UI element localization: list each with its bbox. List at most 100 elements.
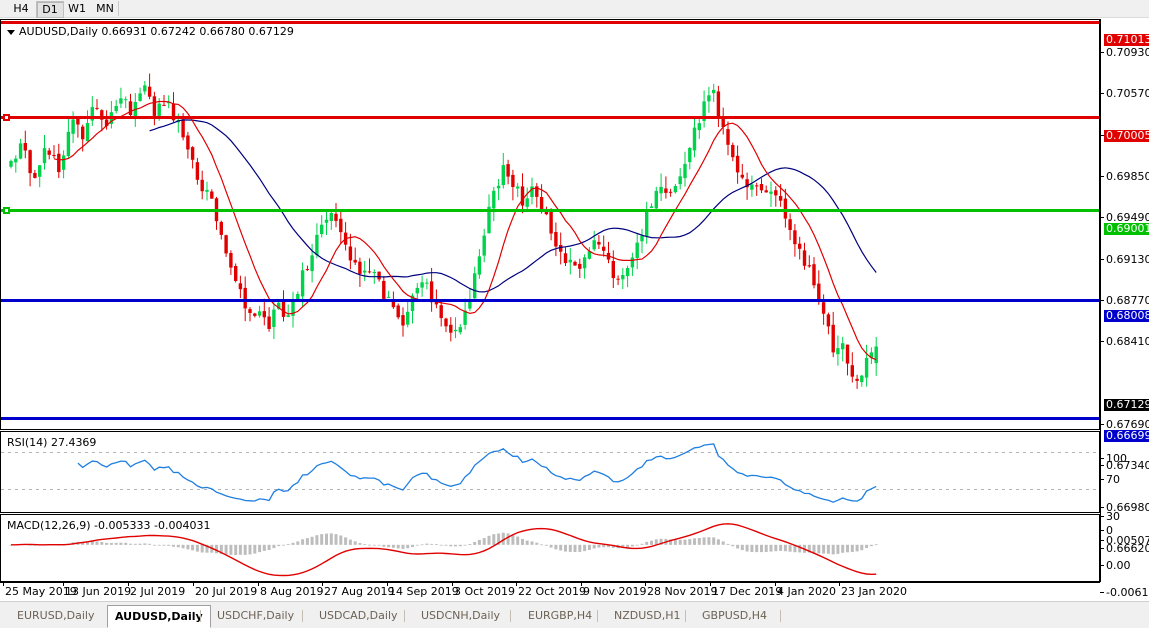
rsi-scale-label: 0 [1106, 524, 1113, 537]
rsi-scale-label: 100 [1106, 452, 1127, 465]
price-badge-068008[interactable]: 0.68008 [1104, 310, 1149, 322]
macd-scale-label: 0.005076 [1106, 534, 1149, 547]
date-tick [452, 583, 453, 586]
chart-tab-eurusd[interactable]: EURUSD,Daily [17, 609, 95, 622]
level-line-068008[interactable] [1, 299, 1099, 302]
rsi-tick [1100, 530, 1104, 531]
price-badge-070005[interactable]: 0.70005 [1104, 130, 1149, 142]
level-handle-069001[interactable] [3, 207, 10, 214]
timeframe-w1[interactable]: W1 [68, 2, 86, 15]
price-badge-066699[interactable]: 0.66699 [1104, 430, 1149, 442]
level-line-071013[interactable] [1, 21, 1099, 24]
price-scale[interactable]: 0.709300.705700.702100.698500.694900.691… [1100, 19, 1149, 598]
timeframe-h4[interactable]: H4 [13, 2, 29, 15]
date-tick [128, 583, 129, 586]
rsi-body: RSI(14) 27.4369 [1, 432, 1099, 512]
collapse-triangle-icon[interactable] [7, 29, 15, 35]
price-tick [1100, 93, 1104, 94]
rsi-tick [1100, 516, 1104, 517]
date-label: 23 Jan 2020 [841, 585, 907, 598]
price-tick-label: 0.69490 [1106, 211, 1149, 224]
macd-series [9, 523, 878, 577]
timeframe-mn[interactable]: MN [96, 2, 114, 15]
price-tick [1100, 259, 1104, 260]
price-tick [1100, 341, 1104, 342]
level-line-070005[interactable] [1, 114, 1099, 121]
chart-tab-audusd[interactable]: AUDUSD,Daily [107, 605, 211, 628]
tab-divider [200, 610, 201, 622]
chart-tab-nzdusd[interactable]: NZDUSD,H1 [614, 609, 681, 622]
date-label: 22 Oct 2019 [518, 585, 587, 598]
price-badge-067129[interactable]: 0.67129 [1104, 399, 1149, 411]
price-chart-body: AUDUSD,Daily 0.66931 0.67242 0.66780 0.6… [1, 20, 1099, 429]
date-label: 4 Jan 2020 [777, 585, 836, 598]
price-tick [1100, 424, 1104, 425]
date-tick [258, 583, 259, 586]
timeframe-d1[interactable]: D1 [36, 1, 64, 18]
price-tick-label: 0.70570 [1106, 87, 1149, 100]
level-line-069001[interactable] [1, 207, 1099, 214]
rsi-level-30 [1, 489, 1099, 490]
rsi-tick [1100, 479, 1104, 480]
chart-tab-usdcnh[interactable]: USDCNH,Daily [421, 609, 501, 622]
level-handle-070005[interactable] [3, 114, 10, 121]
date-tick [710, 583, 711, 586]
price-badge-069001[interactable]: 0.69001 [1104, 223, 1149, 235]
price-tick [1100, 300, 1104, 301]
tab-divider [302, 610, 303, 622]
rsi-scale-label: 70 [1106, 473, 1120, 486]
chart-tab-gbpusd[interactable]: GBPUSD,H4 [702, 609, 767, 622]
macd-scale-label: 0.00 [1106, 559, 1131, 572]
date-axis[interactable]: 25 May 2019 13 Jun 2019 2 Jul 2019 20 Jul 2… [0, 582, 1100, 600]
date-label: 14 Sep 2019 [389, 585, 459, 598]
price-tick [1100, 465, 1104, 466]
date-label: 27 Aug 2019 [324, 585, 395, 598]
tab-divider [597, 610, 598, 622]
date-label: 28 Nov 2019 [647, 585, 718, 598]
price-tick-label: 0.66980 [1106, 501, 1149, 514]
chart-legend: AUDUSD,Daily 0.66931 0.67242 0.66780 0.6… [7, 25, 294, 38]
tab-divider [685, 610, 686, 622]
level-line-066699[interactable] [1, 417, 1099, 420]
macd-panel[interactable]: MACD(12,26,9) -0.005333 -0.004031 [0, 514, 1100, 582]
date-label: 25 May 2019 [5, 585, 77, 598]
date-tick [3, 583, 4, 586]
price-tick-label: 0.66620 [1106, 542, 1149, 555]
price-tick-label: 0.70930 [1106, 46, 1149, 59]
macd-title: MACD(12,26,9) -0.005333 -0.004031 [7, 519, 211, 532]
price-tick-label: 0.68410 [1106, 335, 1149, 348]
chart-tab-bar: EURUSD,Daily AUDUSD,Daily USDCHF,Daily USDC… [0, 601, 1149, 628]
date-label: 17 Dec 2019 [712, 585, 783, 598]
date-label: 2 Jul 2019 [130, 585, 186, 598]
price-chart-panel[interactable]: AUDUSD,Daily 0.66931 0.67242 0.66780 0.6… [0, 19, 1100, 430]
rsi-level-70 [1, 452, 1099, 453]
price-tick [1100, 176, 1104, 177]
price-badge-071013[interactable]: 0.71013 [1104, 34, 1149, 46]
macd-body: MACD(12,26,9) -0.005333 -0.004031 [1, 515, 1099, 581]
price-tick [1100, 52, 1104, 53]
tab-divider [510, 610, 511, 622]
date-label: 3 Oct 2019 [454, 585, 516, 598]
macd-tick [1100, 565, 1104, 566]
chart-tab-eurgbp[interactable]: EURGBP,H4 [528, 609, 593, 622]
rsi-scale-label: 30 [1106, 510, 1120, 523]
chart-legend-text: AUDUSD,Daily 0.66931 0.67242 0.66780 0.6… [19, 25, 294, 38]
date-label: 20 Jul 2019 [195, 585, 258, 598]
date-tick [516, 583, 517, 586]
rsi-title: RSI(14) 27.4369 [7, 436, 97, 449]
price-tick [1100, 217, 1104, 218]
price-tick-label: 0.67340 [1106, 459, 1149, 472]
price-tick-label: 0.69130 [1106, 253, 1149, 266]
toolbar-divider [118, 1, 119, 16]
tab-divider [780, 610, 781, 622]
chart-tab-usdcad[interactable]: USDCAD,Daily [319, 609, 398, 622]
date-tick [63, 583, 64, 586]
date-tick [193, 583, 194, 586]
date-tick [322, 583, 323, 586]
chart-tab-usdchf[interactable]: USDCHF,Daily [217, 609, 295, 622]
timeframe-toolbar: H4 D1 W1 MN [0, 0, 1149, 18]
rsi-panel[interactable]: RSI(14) 27.4369 [0, 431, 1100, 513]
date-tick [839, 583, 840, 586]
date-tick [581, 583, 582, 586]
